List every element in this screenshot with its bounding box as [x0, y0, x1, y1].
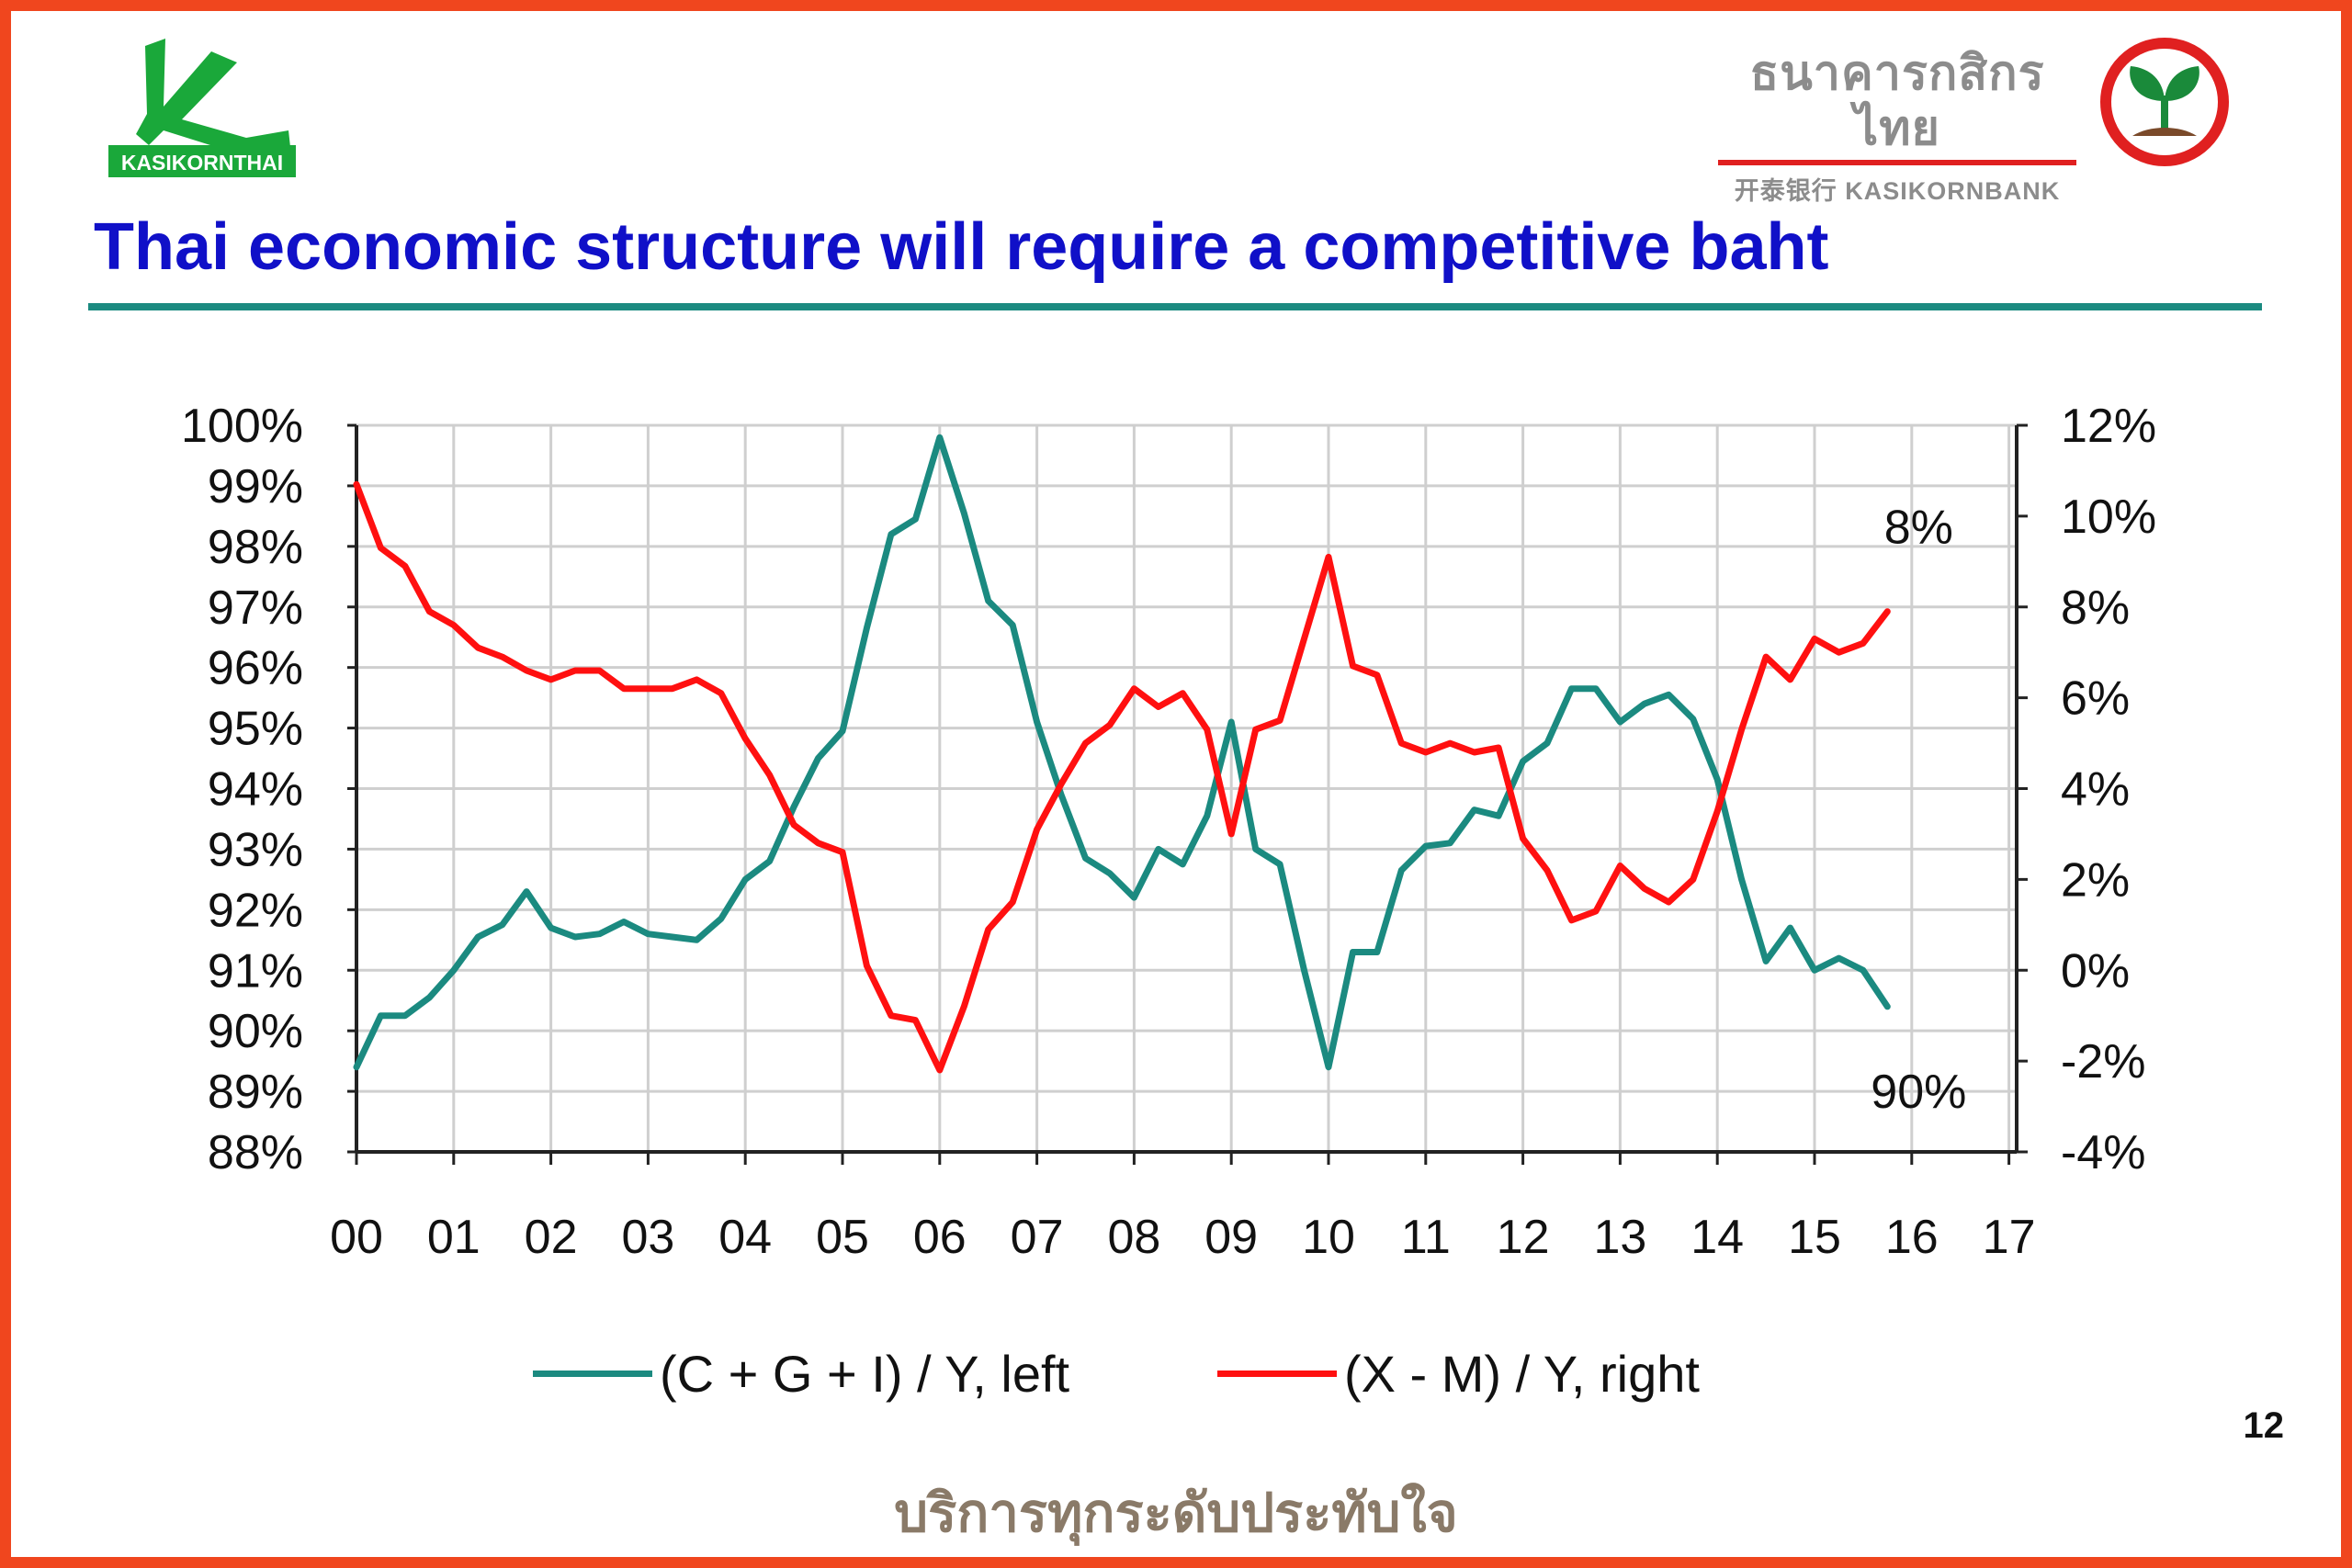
x-axis-tick-label: 09 [1204, 1211, 1258, 1264]
right-axis-tick-label: 8% [2061, 581, 2130, 635]
x-axis-tick-label: 08 [1107, 1211, 1160, 1264]
left-axis-tick-label: 97% [208, 581, 303, 635]
left-axis-tick-label: 89% [208, 1066, 303, 1119]
bank-name-block: ธนาคารกสิกรไทย 开泰银行 KASIKORNBANK [1718, 46, 2076, 207]
chart-legend: (C + G + I) / Y, left (X - M) / Y, right [533, 1341, 1727, 1405]
right-axis-tick-label: 10% [2061, 491, 2156, 544]
x-axis-tick-label: 07 [1011, 1211, 1064, 1264]
x-axis-tick-label: 11 [1401, 1211, 1451, 1264]
x-axis-tick-label: 00 [330, 1211, 383, 1264]
x-axis-tick-label: 03 [621, 1211, 674, 1264]
kasikornthai-logo: KASIKORNTHAI [108, 35, 296, 177]
series-line-teal [353, 434, 1891, 1071]
slide-title: Thai economic structure will require a c… [94, 210, 1829, 284]
legend-item-red: (X - M) / Y, right [1217, 1341, 1700, 1405]
annotation-teal-end: 90% [1871, 1066, 1966, 1119]
legend-item-teal: (C + G + I) / Y, left [533, 1341, 1069, 1405]
legend-label-red: (X - M) / Y, right [1344, 1344, 1700, 1403]
chart-grid [356, 423, 2017, 1152]
x-axis-tick-label: 13 [1593, 1211, 1646, 1264]
kasikornbank-emblem [2099, 37, 2230, 167]
left-axis-tick-label: 98% [208, 521, 303, 574]
left-axis-tick-label: 94% [208, 763, 303, 817]
right-axis-tick-label: 12% [2061, 400, 2156, 453]
x-axis-tick-label: 05 [816, 1211, 869, 1264]
left-axis-tick-label: 96% [208, 642, 303, 695]
chart-series [353, 434, 1891, 1074]
title-underline [88, 303, 2262, 310]
rice-leaf-emblem-icon [2100, 38, 2229, 166]
left-axis-tick-label: 95% [208, 703, 303, 756]
left-axis-tick-label: 91% [208, 944, 303, 998]
x-axis-tick-label: 06 [913, 1211, 967, 1264]
x-axis-tick-label: 04 [718, 1211, 772, 1264]
right-axis-tick-label: 0% [2061, 944, 2130, 998]
right-axis-tick-label: 6% [2061, 672, 2130, 726]
right-axis-tick-label: -4% [2061, 1126, 2145, 1179]
right-axis-tick-label: 2% [2061, 853, 2130, 907]
left-axis-tick-label: 93% [208, 823, 303, 876]
left-axis-tick-label: 92% [208, 884, 303, 937]
series-line-red [353, 480, 1891, 1074]
chart-axes [347, 423, 2028, 1165]
chart-labels: 100%99%98%97%96%95%94%93%92%91%90%89%88%… [181, 400, 2156, 1264]
left-axis-tick-label: 99% [208, 460, 303, 513]
x-axis-tick-label: 14 [1690, 1211, 1744, 1264]
x-axis-tick-label: 02 [525, 1211, 578, 1264]
right-axis-tick-label: 4% [2061, 763, 2130, 817]
legend-swatch-teal [533, 1370, 652, 1377]
logo-wordmark: KASIKORNTHAI [121, 151, 283, 175]
x-axis-tick-label: 17 [1983, 1211, 2036, 1264]
bank-name-english: 开泰银行 KASIKORNBANK [1734, 177, 2061, 205]
x-axis-tick-label: 10 [1302, 1211, 1355, 1264]
right-axis-tick-label: -2% [2061, 1035, 2145, 1089]
x-axis-tick-label: 16 [1885, 1211, 1939, 1264]
annotation-red-end: 8% [1884, 502, 1953, 555]
legend-label-teal: (C + G + I) / Y, left [660, 1344, 1070, 1403]
x-axis-tick-label: 12 [1497, 1211, 1550, 1264]
left-axis-tick-label: 88% [208, 1126, 303, 1179]
footer-slogan: บริการทุกระดับประทับใจ [894, 1482, 1458, 1544]
kasikornthai-k-icon: KASIKORNTHAI [108, 39, 296, 177]
left-axis-tick-label: 100% [181, 400, 303, 453]
legend-swatch-red [1217, 1370, 1337, 1377]
x-axis-tick-label: 01 [427, 1211, 481, 1264]
left-axis-tick-label: 90% [208, 1005, 303, 1058]
page-number: 12 [2243, 1405, 2285, 1446]
x-axis-tick-label: 15 [1788, 1211, 1841, 1264]
bank-name-rule [1718, 160, 2076, 165]
bank-name-thai: ธนาคารกสิกรไทย [1749, 45, 2045, 156]
